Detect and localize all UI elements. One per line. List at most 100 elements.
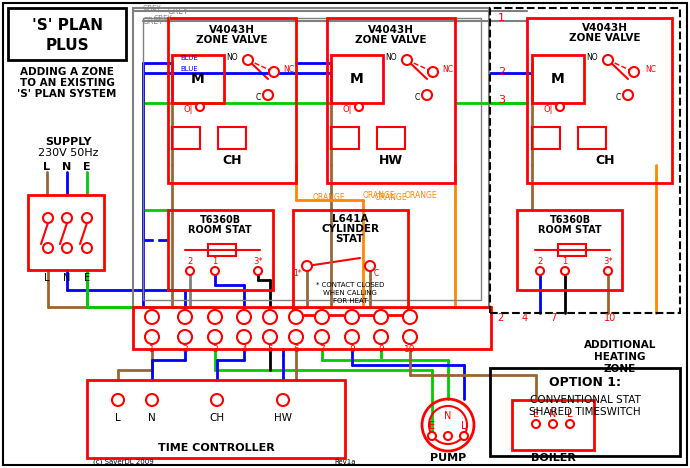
Text: 9: 9 bbox=[378, 344, 384, 353]
Circle shape bbox=[178, 310, 192, 324]
Circle shape bbox=[43, 243, 53, 253]
Text: CH: CH bbox=[210, 413, 224, 423]
Circle shape bbox=[603, 55, 613, 65]
Text: 1: 1 bbox=[562, 257, 568, 266]
Bar bbox=[28, 195, 104, 270]
Text: 2: 2 bbox=[182, 344, 188, 353]
Circle shape bbox=[43, 213, 53, 223]
Text: BOILER: BOILER bbox=[531, 453, 575, 463]
Text: 'S' PLAN: 'S' PLAN bbox=[32, 19, 103, 34]
Text: 2: 2 bbox=[497, 313, 503, 323]
Text: ZONE VALVE: ZONE VALVE bbox=[569, 33, 641, 43]
Text: M: M bbox=[551, 72, 565, 86]
Text: E: E bbox=[83, 162, 91, 172]
Bar bbox=[578, 127, 606, 149]
Bar bbox=[517, 210, 622, 290]
Text: 3: 3 bbox=[498, 95, 505, 105]
Bar bbox=[377, 127, 405, 149]
Text: L: L bbox=[43, 162, 50, 172]
Text: NO: NO bbox=[586, 52, 598, 61]
Bar bbox=[8, 8, 126, 60]
Circle shape bbox=[263, 330, 277, 344]
Text: M: M bbox=[350, 72, 364, 86]
Text: NO: NO bbox=[386, 52, 397, 61]
Text: N: N bbox=[444, 411, 452, 421]
Circle shape bbox=[374, 310, 388, 324]
Text: T6360B: T6360B bbox=[549, 215, 591, 225]
Text: GREY: GREY bbox=[143, 5, 161, 11]
Text: GREY: GREY bbox=[143, 16, 164, 25]
Text: HW: HW bbox=[379, 154, 403, 167]
Circle shape bbox=[269, 67, 279, 77]
Circle shape bbox=[532, 420, 540, 428]
Circle shape bbox=[402, 55, 412, 65]
Text: 5: 5 bbox=[267, 344, 273, 353]
Text: N: N bbox=[148, 413, 156, 423]
Text: N: N bbox=[62, 162, 72, 172]
Text: 4: 4 bbox=[522, 313, 528, 323]
Text: NO: NO bbox=[226, 52, 238, 61]
Text: L: L bbox=[567, 409, 573, 419]
Text: ORANGE: ORANGE bbox=[363, 190, 395, 199]
Text: C: C bbox=[255, 94, 261, 102]
Text: 8: 8 bbox=[349, 344, 355, 353]
Text: ADDING A ZONE: ADDING A ZONE bbox=[20, 67, 114, 77]
Text: 3*: 3* bbox=[253, 257, 263, 266]
Circle shape bbox=[263, 310, 277, 324]
Circle shape bbox=[254, 267, 262, 275]
Text: CYLINDER: CYLINDER bbox=[321, 224, 379, 234]
Text: CONVENTIONAL STAT: CONVENTIONAL STAT bbox=[529, 395, 640, 405]
Text: NC: NC bbox=[283, 65, 294, 73]
Circle shape bbox=[549, 420, 557, 428]
Circle shape bbox=[315, 310, 329, 324]
Bar bbox=[331, 127, 359, 149]
Text: Rev1a: Rev1a bbox=[334, 459, 356, 465]
Text: V4043H: V4043H bbox=[209, 25, 255, 35]
Text: CH: CH bbox=[222, 154, 242, 167]
Text: ORANGE: ORANGE bbox=[375, 192, 408, 202]
Text: T6360B: T6360B bbox=[199, 215, 241, 225]
Bar bbox=[87, 380, 345, 458]
Text: E: E bbox=[84, 273, 90, 283]
Text: SUPPLY: SUPPLY bbox=[45, 137, 91, 147]
Bar bbox=[143, 18, 481, 300]
Text: SHARED TIMESWITCH: SHARED TIMESWITCH bbox=[529, 407, 641, 417]
Text: O|: O| bbox=[184, 104, 193, 114]
Circle shape bbox=[566, 420, 574, 428]
Text: FOR HEAT: FOR HEAT bbox=[333, 298, 367, 304]
Text: E: E bbox=[429, 421, 435, 431]
Circle shape bbox=[178, 330, 192, 344]
Text: 2: 2 bbox=[498, 67, 505, 77]
Text: ORANGE: ORANGE bbox=[405, 190, 437, 199]
Circle shape bbox=[315, 330, 329, 344]
Circle shape bbox=[403, 330, 417, 344]
Text: 1: 1 bbox=[498, 13, 505, 23]
Bar bbox=[527, 18, 672, 183]
Circle shape bbox=[62, 213, 72, 223]
Circle shape bbox=[146, 394, 158, 406]
Circle shape bbox=[208, 310, 222, 324]
Circle shape bbox=[196, 103, 204, 111]
Text: BLUE: BLUE bbox=[180, 55, 198, 61]
Circle shape bbox=[365, 261, 375, 271]
Bar bbox=[490, 368, 680, 456]
Text: 10: 10 bbox=[604, 313, 616, 323]
Circle shape bbox=[82, 243, 92, 253]
Circle shape bbox=[211, 267, 219, 275]
Bar bbox=[218, 127, 246, 149]
Circle shape bbox=[403, 310, 417, 324]
Circle shape bbox=[428, 67, 438, 77]
Circle shape bbox=[345, 310, 359, 324]
Text: GREY: GREY bbox=[168, 7, 188, 15]
Text: ADDITIONAL: ADDITIONAL bbox=[584, 340, 656, 350]
Text: HW: HW bbox=[274, 413, 292, 423]
Bar bbox=[172, 55, 224, 103]
Circle shape bbox=[145, 310, 159, 324]
Circle shape bbox=[277, 394, 289, 406]
Circle shape bbox=[237, 330, 251, 344]
Circle shape bbox=[604, 267, 612, 275]
Circle shape bbox=[145, 330, 159, 344]
Circle shape bbox=[289, 330, 303, 344]
Text: NC: NC bbox=[645, 65, 656, 73]
Text: * CONTACT CLOSED: * CONTACT CLOSED bbox=[316, 282, 384, 288]
